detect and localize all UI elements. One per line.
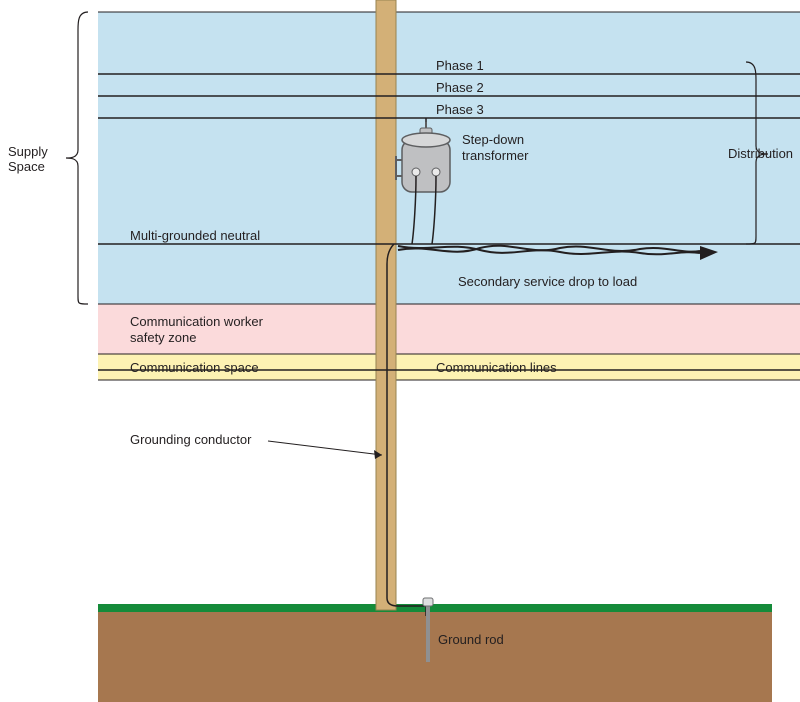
label-safety-zone: Communication worker safety zone	[130, 314, 263, 345]
label-supply-space: Supply Space	[8, 144, 48, 174]
label-neutral: Multi-grounded neutral	[130, 228, 260, 244]
label-service-drop: Secondary service drop to load	[458, 274, 637, 290]
label-phase1: Phase 1	[436, 58, 484, 74]
label-grounding: Grounding conductor	[130, 432, 251, 448]
label-phase2: Phase 2	[436, 80, 484, 96]
label-distribution: Distribution	[728, 146, 793, 161]
pole	[376, 0, 396, 610]
bracket-supply	[66, 12, 88, 304]
label-phase3: Phase 3	[436, 102, 484, 118]
label-ground-rod: Ground rod	[438, 632, 504, 648]
utility-pole-diagram: Phase 1 Phase 2 Phase 3 Step-down transf…	[0, 0, 800, 702]
label-comm-space: Communication space	[130, 360, 259, 376]
label-comm-lines: Communication lines	[436, 360, 557, 376]
label-transformer: Step-down transformer	[462, 132, 528, 163]
diagram-svg	[0, 0, 800, 702]
transformer-icon	[396, 133, 450, 192]
service-drop	[398, 246, 718, 260]
ground-rod-icon	[423, 598, 433, 662]
